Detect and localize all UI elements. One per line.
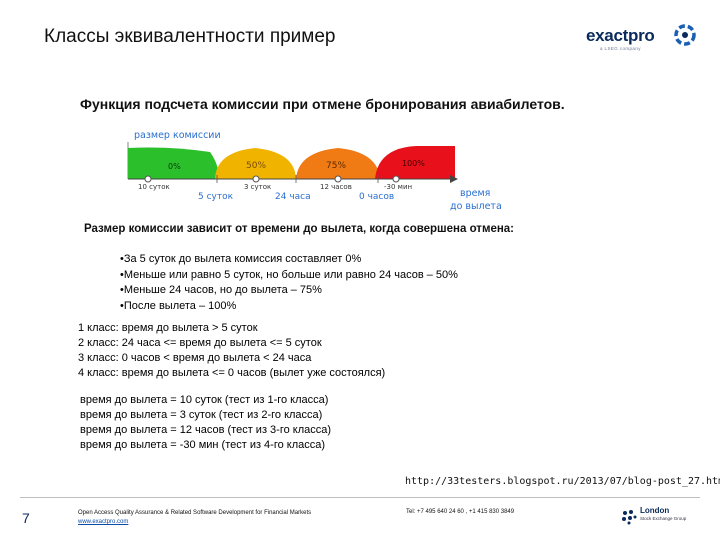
class-item: 4 класс: время до вылета <= 0 часов (выл… xyxy=(78,367,386,379)
x-axis-title-line1: время xyxy=(460,188,490,199)
exactpro-emblem-icon xyxy=(674,24,696,46)
test-item: время до вылета = 12 часов (тест из 3-го… xyxy=(80,424,332,436)
commission-diagram: размер комиссии 0% 50% 75% 100% 10 суток… xyxy=(127,130,502,212)
class-item: 2 класс: 24 часа <= время до вылета <= 5… xyxy=(78,337,322,349)
test-item: время до вылета = 10 суток (тест из 1-го… xyxy=(80,394,329,406)
subtitle-text: Функция подсчета комиссии при отмене бро… xyxy=(80,96,565,112)
boundary-label-24-hours: 24 часа xyxy=(275,192,311,202)
lse-emblem-icon xyxy=(622,510,637,525)
zone-0-shape xyxy=(128,147,219,179)
point-3-days xyxy=(252,175,260,183)
footer-phones: Tel: +7 495 640 24 60 , +1 415 830 3849 xyxy=(406,509,515,515)
zone-75-shape xyxy=(296,148,380,179)
test-item: время до вылета = 3 суток (тест из 2-го … xyxy=(80,409,323,421)
boundary-label-5-days: 5 суток xyxy=(198,192,234,202)
equivalence-classes-list: 1 класс: время до вылета > 5 суток 2 кла… xyxy=(78,321,385,381)
logo-tagline: a LSEG company xyxy=(600,46,641,51)
point-label-10-days: 10 суток xyxy=(138,183,170,191)
point-label-12-hours: 12 часов xyxy=(320,183,352,191)
boundary-label-0-hours: 0 часов xyxy=(359,192,394,202)
commission-description: Размер комиссии зависит от времени до вы… xyxy=(84,223,515,235)
logo-text: exactpro xyxy=(586,26,655,45)
class-item: 1 класс: время до вылета > 5 суток xyxy=(78,322,258,334)
slide-title: Классы эквивалентности пример xyxy=(44,26,336,47)
lse-logo: London Stock Exchange Group xyxy=(620,506,700,530)
footer-website-link[interactable]: www.exactpro.com xyxy=(78,519,129,525)
test-item: время до вылета = -30 мин (тест из 4-го … xyxy=(80,439,326,451)
rule-item: •За 5 суток до вылета комиссия составляе… xyxy=(120,253,362,265)
rule-item: •Меньше или равно 5 суток, но больше или… xyxy=(120,268,458,281)
time-axis-arrow-icon xyxy=(450,175,458,183)
zone-label-75: 75% xyxy=(326,161,346,171)
zone-label-50: 50% xyxy=(246,161,266,171)
x-axis-title-line2: до вылета xyxy=(450,201,502,212)
zone-50-shape xyxy=(215,148,296,179)
point-label-minus-30-min: -30 мин xyxy=(384,183,412,191)
test-cases-list: время до вылета = 10 суток (тест из 1-го… xyxy=(80,393,331,453)
point-minus-30-min xyxy=(392,175,400,183)
lse-subtitle: Stock Exchange Group xyxy=(640,516,687,521)
point-12-hours xyxy=(334,175,342,183)
zone-label-100: 100% xyxy=(402,159,425,168)
page-number: 7 xyxy=(22,510,30,526)
footer-company: Open Access Quality Assurance & Related … xyxy=(78,509,311,527)
footer-divider xyxy=(20,497,700,498)
point-10-days xyxy=(144,175,152,183)
rule-item: •После вылета – 100% xyxy=(120,299,237,312)
footer-company-line: Open Access Quality Assurance & Related … xyxy=(78,510,312,516)
rules-list: •За 5 суток до вылета комиссия составляе… xyxy=(120,252,458,314)
source-link[interactable]: http://33testers.blogspot.ru/2013/07/blo… xyxy=(405,476,720,487)
zone-label-0: 0% xyxy=(168,162,181,171)
diagram-axis-title: размер комиссии xyxy=(134,130,221,141)
lse-name: London xyxy=(640,506,670,515)
class-item: 3 класс: 0 часов < время до вылета < 24 … xyxy=(78,352,312,364)
subtitle: Функция подсчета комиссии при отмене бро… xyxy=(80,96,565,112)
exactpro-logo: exactpro a LSEG company xyxy=(586,22,696,56)
point-label-3-days: 3 суток xyxy=(244,183,271,191)
rule-item: •Меньше 24 часов, но до вылета – 75% xyxy=(120,284,322,296)
zone-100-shape xyxy=(375,146,455,179)
